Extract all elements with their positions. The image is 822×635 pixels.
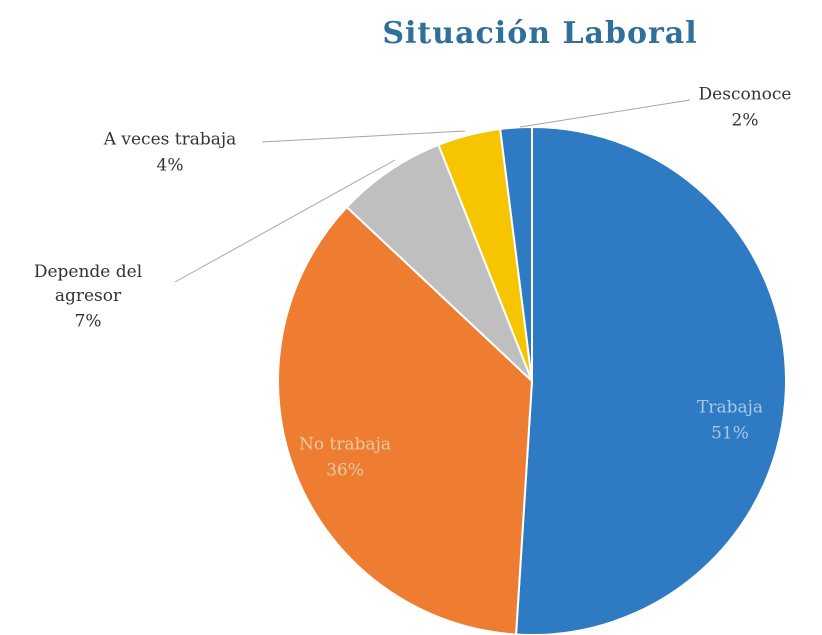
slice-value-label: 7% [75, 312, 102, 332]
chart-title: Situación Laboral [382, 16, 697, 51]
leader-line [174, 159, 396, 283]
leader-line [519, 99, 691, 128]
slice-value-label: 51% [711, 424, 749, 444]
slice-label: No trabaja [299, 435, 391, 455]
pie-slice [499, 125, 533, 382]
slice-label: Depende del agresor [34, 262, 142, 306]
leader-line [261, 130, 466, 143]
pie-slice [345, 143, 533, 382]
slice-value-label: 2% [732, 111, 759, 131]
pie-slice [277, 205, 534, 635]
slice-label: A veces trabaja [103, 130, 237, 150]
pie-slice [515, 125, 787, 635]
slice-value-label: 4% [157, 156, 184, 176]
slice-value-label: 36% [326, 461, 364, 481]
slice-label: Desconoce [699, 85, 792, 105]
slice-label: Trabaja [697, 398, 763, 418]
